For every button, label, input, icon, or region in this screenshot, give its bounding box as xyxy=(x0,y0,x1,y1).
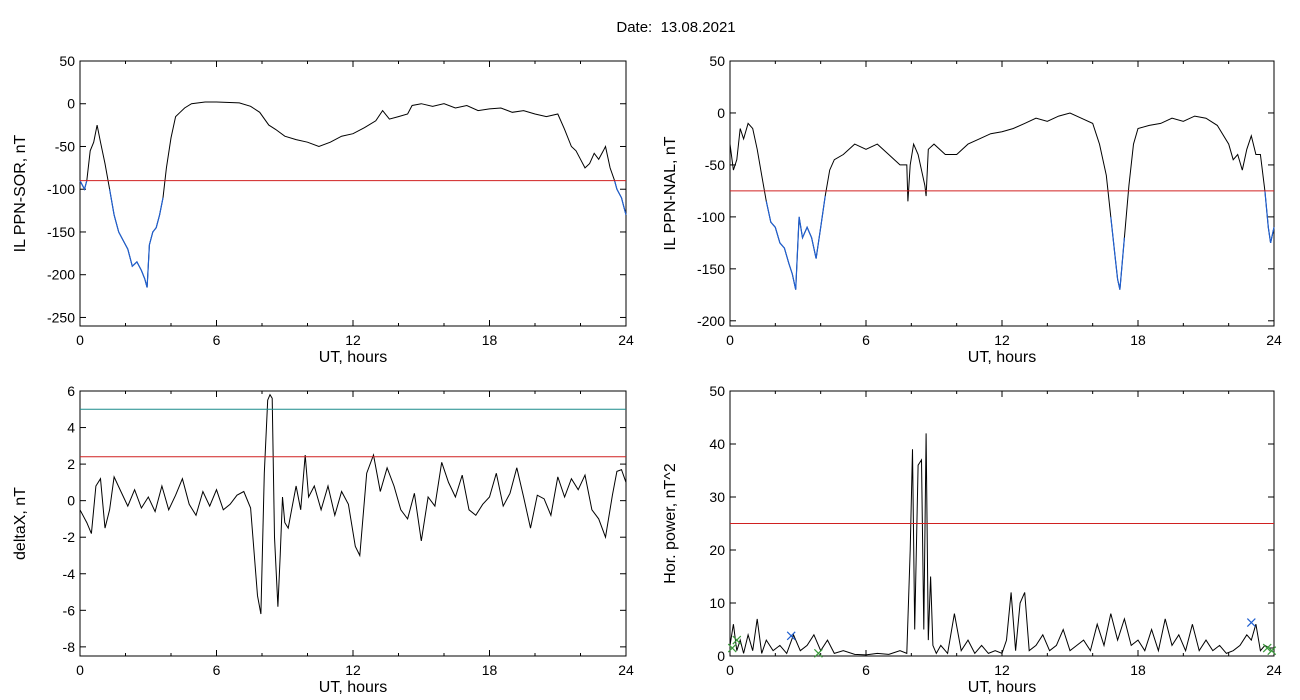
x-tick-label: 12 xyxy=(345,332,361,348)
y-tick-label: -8 xyxy=(63,639,76,655)
plot-frame xyxy=(729,60,1275,327)
marker-x xyxy=(1246,618,1256,628)
x-tick-label: 18 xyxy=(482,332,498,348)
x-tick-label: 0 xyxy=(76,662,84,678)
y-tick-label: 50 xyxy=(59,53,75,69)
x-tick-label: 6 xyxy=(213,662,221,678)
y-tick-label: -100 xyxy=(47,181,75,197)
x-tick-label: 12 xyxy=(994,662,1010,678)
marker-x xyxy=(1267,646,1277,656)
x-tick-label: 24 xyxy=(618,662,634,678)
series-line xyxy=(729,112,1275,290)
marker-x xyxy=(786,631,796,641)
x-tick-label: 18 xyxy=(482,662,498,678)
y-axis-label: IL PPN-NAL, nT xyxy=(662,136,679,250)
x-tick-label: 6 xyxy=(862,662,870,678)
x-axis-label: UT, hours xyxy=(319,679,387,696)
series-highlight xyxy=(1264,190,1275,244)
y-tick-label: 40 xyxy=(709,436,725,452)
panel-il-ppn-sor: 0 6 12 18 24 50 0 -50 -100 -150 -200 -250 UT, hours I… xyxy=(12,53,634,366)
marker-stroke xyxy=(727,643,737,653)
x-tick-label: 0 xyxy=(726,332,734,348)
y-axis-label: Hor. power, nT^2 xyxy=(662,463,679,584)
y-tick-label: -200 xyxy=(697,313,725,329)
panel-il-ppn-nal: 0 6 12 18 24 50 0 -50 -100 -150 -200 UT, hours IL PP… xyxy=(662,53,1282,366)
x-tick-label: 0 xyxy=(726,662,734,678)
x-axis-label: UT, hours xyxy=(319,349,387,366)
y-axis-label: IL PPN-SOR, nT xyxy=(12,134,29,252)
figure-title: Date: 13.08.2021 xyxy=(0,19,1300,36)
marker-x xyxy=(732,635,742,645)
series-highlight xyxy=(109,189,164,288)
marker-stroke xyxy=(813,648,823,658)
y-tick-label: -150 xyxy=(697,261,725,277)
x-tick-label: 24 xyxy=(1266,332,1282,348)
y-tick-label: 50 xyxy=(709,53,725,69)
y-tick-label: -250 xyxy=(47,309,75,325)
y-tick-label: 0 xyxy=(67,96,75,112)
y-tick-label: 0 xyxy=(717,105,725,121)
date-value: 13.08.2021 xyxy=(660,19,736,36)
marker-stroke xyxy=(786,631,796,641)
y-tick-label: -50 xyxy=(55,138,75,154)
x-tick-label: 12 xyxy=(994,332,1010,348)
marker-x xyxy=(1262,643,1272,653)
y-tick-label: 2 xyxy=(67,456,75,472)
series-line xyxy=(79,393,627,615)
panel-deltax: 0 6 12 18 24 6 4 2 0 -2 -4 -6 -8 UT, hours deltaX, nT xyxy=(12,383,634,696)
y-tick-label: -6 xyxy=(63,602,76,618)
x-tick-label: 0 xyxy=(76,332,84,348)
y-tick-label: -200 xyxy=(47,267,75,283)
y-tick-label: 30 xyxy=(709,489,725,505)
series-line xyxy=(729,433,1274,656)
series-highlight xyxy=(1110,216,1125,290)
series-highlight xyxy=(765,196,826,290)
x-tick-label: 18 xyxy=(1130,662,1146,678)
y-tick-label: 20 xyxy=(709,542,725,558)
series-highlight xyxy=(614,180,627,216)
x-tick-label: 12 xyxy=(345,662,361,678)
y-tick-label: -150 xyxy=(47,224,75,240)
y-tick-label: -50 xyxy=(705,157,725,173)
y-tick-label: -2 xyxy=(63,529,76,545)
y-tick-label: 10 xyxy=(709,595,725,611)
marker-stroke xyxy=(1246,618,1256,628)
plot-frame xyxy=(79,60,627,327)
x-axis-label: UT, hours xyxy=(968,679,1036,696)
series-highlight xyxy=(79,180,88,191)
panel-hor-power: 0 6 12 18 24 50 40 30 20 10 0 UT, hours Hor. power, … xyxy=(662,383,1282,696)
y-tick-label: -4 xyxy=(63,566,76,582)
date-label: Date: xyxy=(616,19,653,36)
y-tick-label: 50 xyxy=(709,383,725,399)
y-tick-label: 0 xyxy=(67,493,75,509)
x-tick-label: 24 xyxy=(1266,662,1282,678)
y-tick-label: -100 xyxy=(697,209,725,225)
marker-x xyxy=(813,648,823,658)
marker-stroke xyxy=(1267,646,1277,656)
marker-stroke xyxy=(1262,643,1272,653)
y-tick-label: 4 xyxy=(67,420,75,436)
series-line xyxy=(79,101,627,288)
plot-frame xyxy=(79,390,627,657)
x-tick-label: 6 xyxy=(862,332,870,348)
y-axis-label: deltaX, nT xyxy=(12,487,29,560)
x-axis-label: UT, hours xyxy=(968,349,1036,366)
x-tick-label: 18 xyxy=(1130,332,1146,348)
x-tick-label: 6 xyxy=(213,332,221,348)
y-tick-label: 0 xyxy=(717,648,725,664)
marker-x xyxy=(727,643,737,653)
y-tick-label: 6 xyxy=(67,383,75,399)
marker-stroke xyxy=(732,635,742,645)
x-tick-label: 24 xyxy=(618,332,634,348)
